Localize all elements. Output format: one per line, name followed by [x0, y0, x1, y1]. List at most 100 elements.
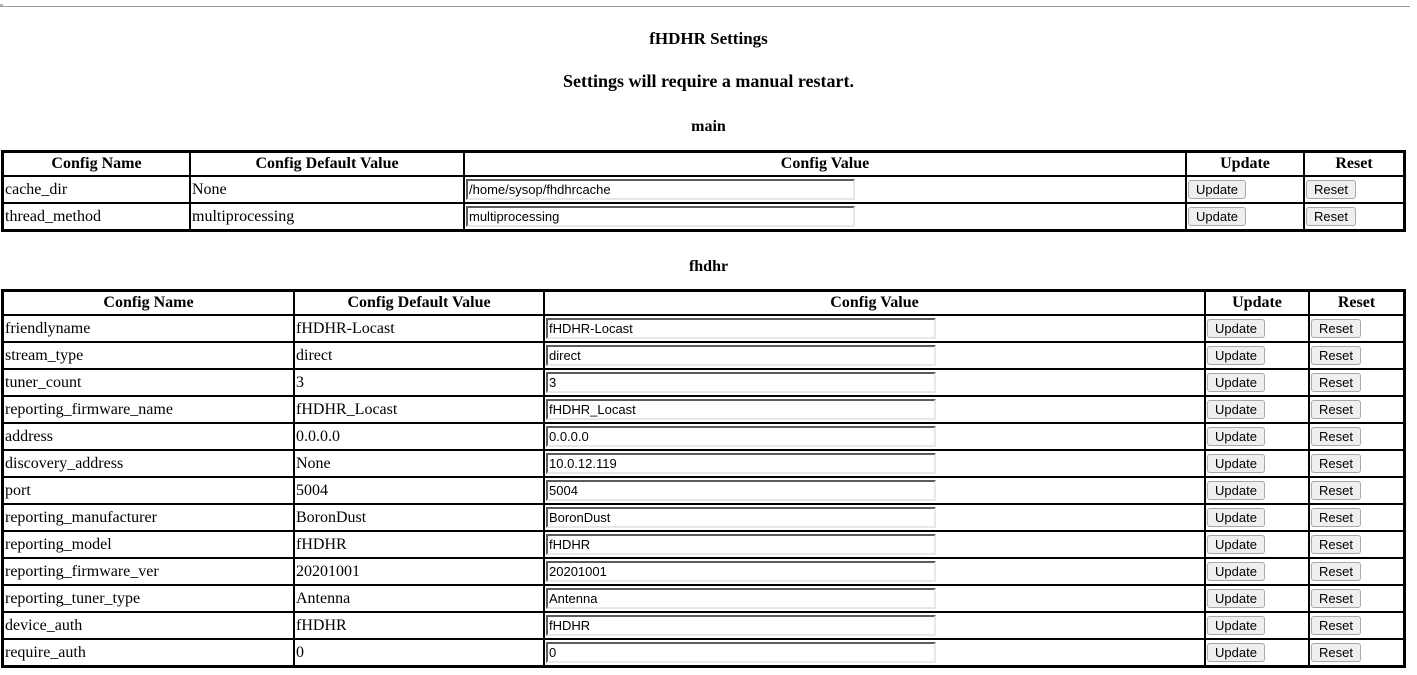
update-button[interactable]: Update: [1207, 589, 1265, 608]
reset-cell: Reset: [1309, 531, 1404, 558]
reset-button[interactable]: Reset: [1311, 481, 1361, 500]
config-value-cell: [544, 477, 1205, 504]
reset-cell: Reset: [1309, 315, 1404, 342]
config-value-cell: [544, 531, 1205, 558]
reset-button[interactable]: Reset: [1311, 616, 1361, 635]
reset-button[interactable]: Reset: [1311, 562, 1361, 581]
config-value-input[interactable]: [546, 480, 936, 501]
settings-page: fHDHR Settings Settings will require a m…: [0, 8, 1417, 668]
config-value-input[interactable]: [546, 426, 936, 447]
update-button[interactable]: Update: [1207, 400, 1265, 419]
update-cell: Update: [1205, 342, 1309, 369]
update-button[interactable]: Update: [1207, 508, 1265, 527]
config-value-input[interactable]: [546, 372, 936, 393]
reset-button[interactable]: Reset: [1311, 589, 1361, 608]
reset-button[interactable]: Reset: [1306, 207, 1356, 226]
config-value-cell: [544, 369, 1205, 396]
reset-cell: Reset: [1304, 203, 1404, 230]
config-value-input[interactable]: [546, 507, 936, 528]
update-cell: Update: [1205, 558, 1309, 585]
config-value-input[interactable]: [546, 588, 936, 609]
update-button[interactable]: Update: [1207, 373, 1265, 392]
config-name-cell: stream_type: [3, 342, 294, 369]
config-default-value-cell: multiprocessing: [190, 203, 464, 230]
reset-button[interactable]: Reset: [1306, 180, 1356, 199]
update-button[interactable]: Update: [1207, 319, 1265, 338]
update-button[interactable]: Update: [1207, 562, 1265, 581]
column-header-config-value: Config Value: [464, 152, 1186, 176]
window-edge-corner: [0, 4, 3, 7]
reset-button[interactable]: Reset: [1311, 508, 1361, 527]
update-button[interactable]: Update: [1207, 454, 1265, 473]
reset-button[interactable]: Reset: [1311, 319, 1361, 338]
config-default-value-cell: fHDHR_Locast: [294, 396, 544, 423]
config-value-input[interactable]: [546, 399, 936, 420]
config-value-input[interactable]: [546, 642, 936, 663]
config-value-cell: [464, 203, 1186, 230]
config-value-cell: [544, 558, 1205, 585]
config-table: Config Name Config Default Value Config Va…: [1, 289, 1406, 668]
config-default-value-cell: 0.0.0.0: [294, 423, 544, 450]
config-value-cell: [544, 585, 1205, 612]
config-value-input[interactable]: [546, 318, 936, 339]
config-default-value-cell: fHDHR: [294, 612, 544, 639]
reset-button[interactable]: Reset: [1311, 373, 1361, 392]
update-cell: Update: [1205, 477, 1309, 504]
update-button[interactable]: Update: [1188, 180, 1246, 199]
config-default-value-cell: BoronDust: [294, 504, 544, 531]
reset-button[interactable]: Reset: [1311, 400, 1361, 419]
config-name-cell: discovery_address: [3, 450, 294, 477]
reset-cell: Reset: [1309, 612, 1404, 639]
config-name-cell: reporting_manufacturer: [3, 504, 294, 531]
update-button[interactable]: Update: [1207, 643, 1265, 662]
reset-button[interactable]: Reset: [1311, 427, 1361, 446]
config-value-cell: [544, 639, 1205, 666]
config-default-value-cell: 0: [294, 639, 544, 666]
update-cell: Update: [1205, 450, 1309, 477]
config-value-input[interactable]: [546, 561, 936, 582]
config-value-cell: [544, 396, 1205, 423]
update-button[interactable]: Update: [1207, 427, 1265, 446]
config-default-value-cell: None: [190, 176, 464, 203]
config-value-input[interactable]: [546, 345, 936, 366]
column-header-config-name: Config Name: [3, 291, 294, 315]
column-header-config-default-value: Config Default Value: [294, 291, 544, 315]
config-value-cell: [544, 342, 1205, 369]
config-name-cell: require_auth: [3, 639, 294, 666]
update-cell: Update: [1186, 203, 1304, 230]
column-header-update: Update: [1186, 152, 1304, 176]
section-heading: main: [691, 118, 726, 135]
reset-button[interactable]: Reset: [1311, 346, 1361, 365]
config-value-input[interactable]: [466, 206, 855, 227]
reset-button[interactable]: Reset: [1311, 454, 1361, 473]
reset-cell: Reset: [1304, 176, 1404, 203]
reset-cell: Reset: [1309, 504, 1404, 531]
update-button[interactable]: Update: [1207, 346, 1265, 365]
page-title: fHDHR Settings: [649, 29, 768, 48]
update-cell: Update: [1205, 369, 1309, 396]
update-button[interactable]: Update: [1207, 535, 1265, 554]
config-value-input[interactable]: [546, 534, 936, 555]
config-default-value-cell: 5004: [294, 477, 544, 504]
update-button[interactable]: Update: [1207, 481, 1265, 500]
config-value-input[interactable]: [466, 179, 855, 200]
reset-cell: Reset: [1309, 369, 1404, 396]
config-default-value-cell: direct: [294, 342, 544, 369]
update-button[interactable]: Update: [1188, 207, 1246, 226]
reset-cell: Reset: [1309, 450, 1404, 477]
browser-viewport-top-edge: [0, 6, 1410, 7]
config-default-value-cell: fHDHR: [294, 531, 544, 558]
update-button[interactable]: Update: [1207, 616, 1265, 635]
config-table: Config Name Config Default Value Config Va…: [1, 150, 1406, 232]
config-name-cell: thread_method: [3, 203, 190, 230]
config-value-input[interactable]: [546, 453, 936, 474]
reset-button[interactable]: Reset: [1311, 535, 1361, 554]
reset-button[interactable]: Reset: [1311, 643, 1361, 662]
config-value-input[interactable]: [546, 615, 936, 636]
